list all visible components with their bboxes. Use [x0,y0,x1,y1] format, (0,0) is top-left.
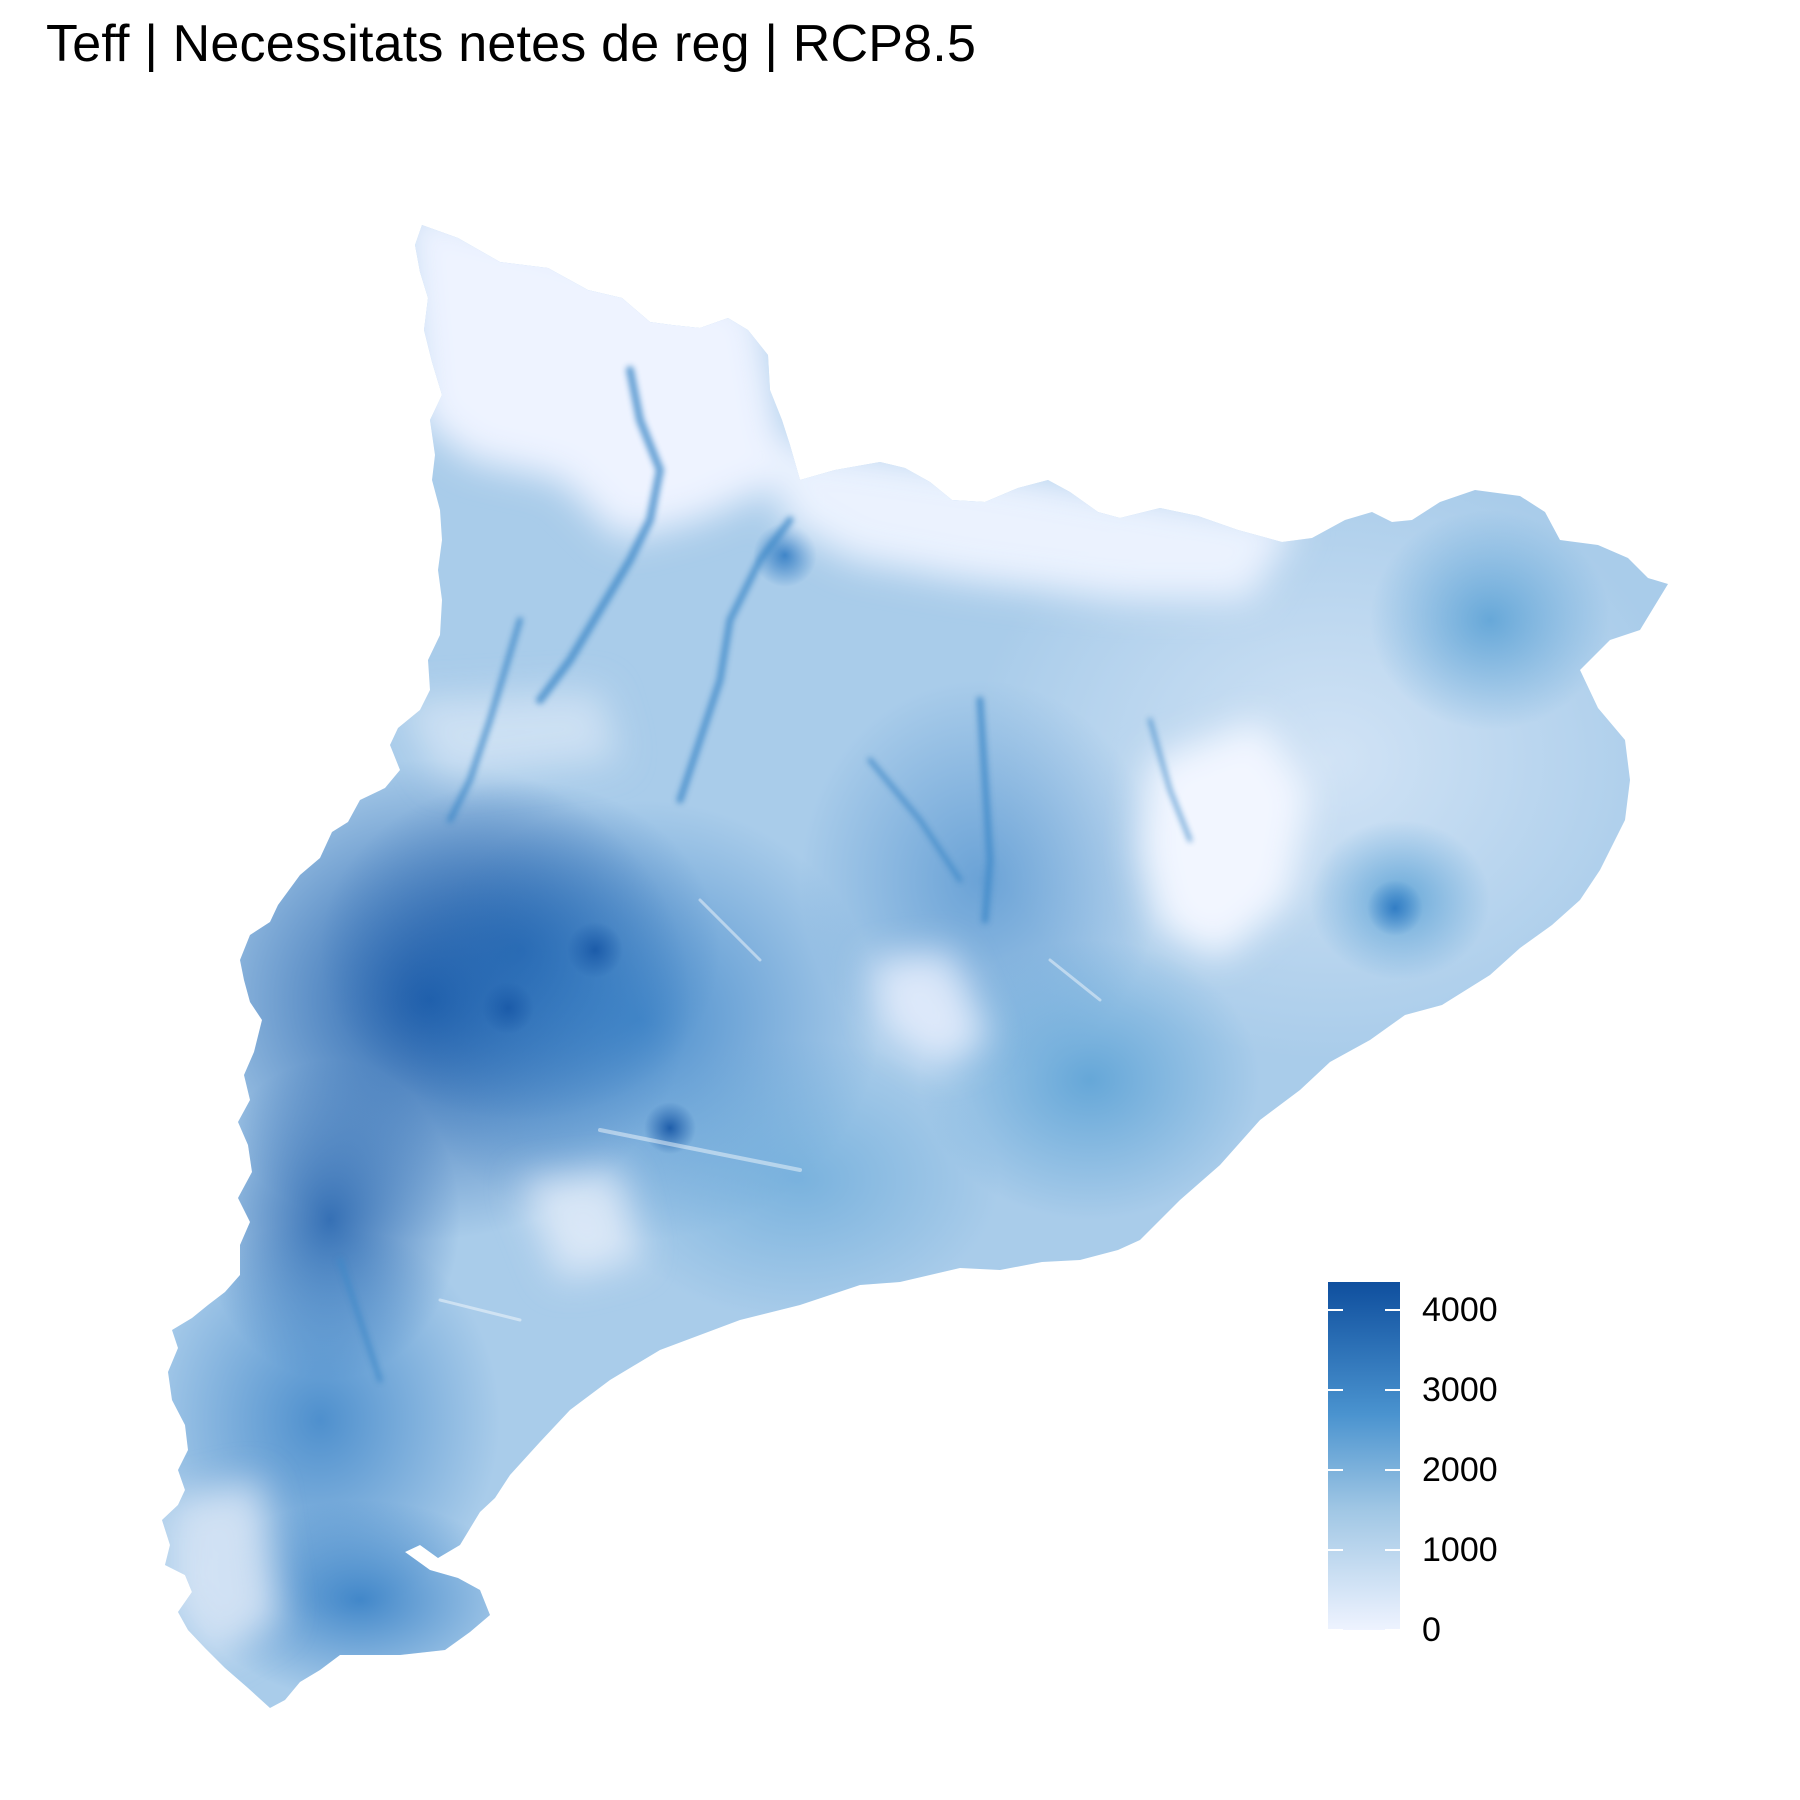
legend-tick-label: 3000 [1422,1371,1498,1409]
legend-tick-label: 2000 [1422,1451,1498,1489]
color-legend: 0 1000 2000 3000 4000 [1328,1282,1628,1647]
legend-color-bar [1328,1282,1400,1630]
legend-tick-marks [1328,1309,1400,1630]
legend-tick-label: 1000 [1422,1531,1498,1569]
legend-tick-label: 4000 [1422,1291,1498,1329]
legend-tick-label: 0 [1422,1611,1441,1649]
page-title: Teff | Necessitats netes de reg | RCP8.5 [46,15,977,73]
